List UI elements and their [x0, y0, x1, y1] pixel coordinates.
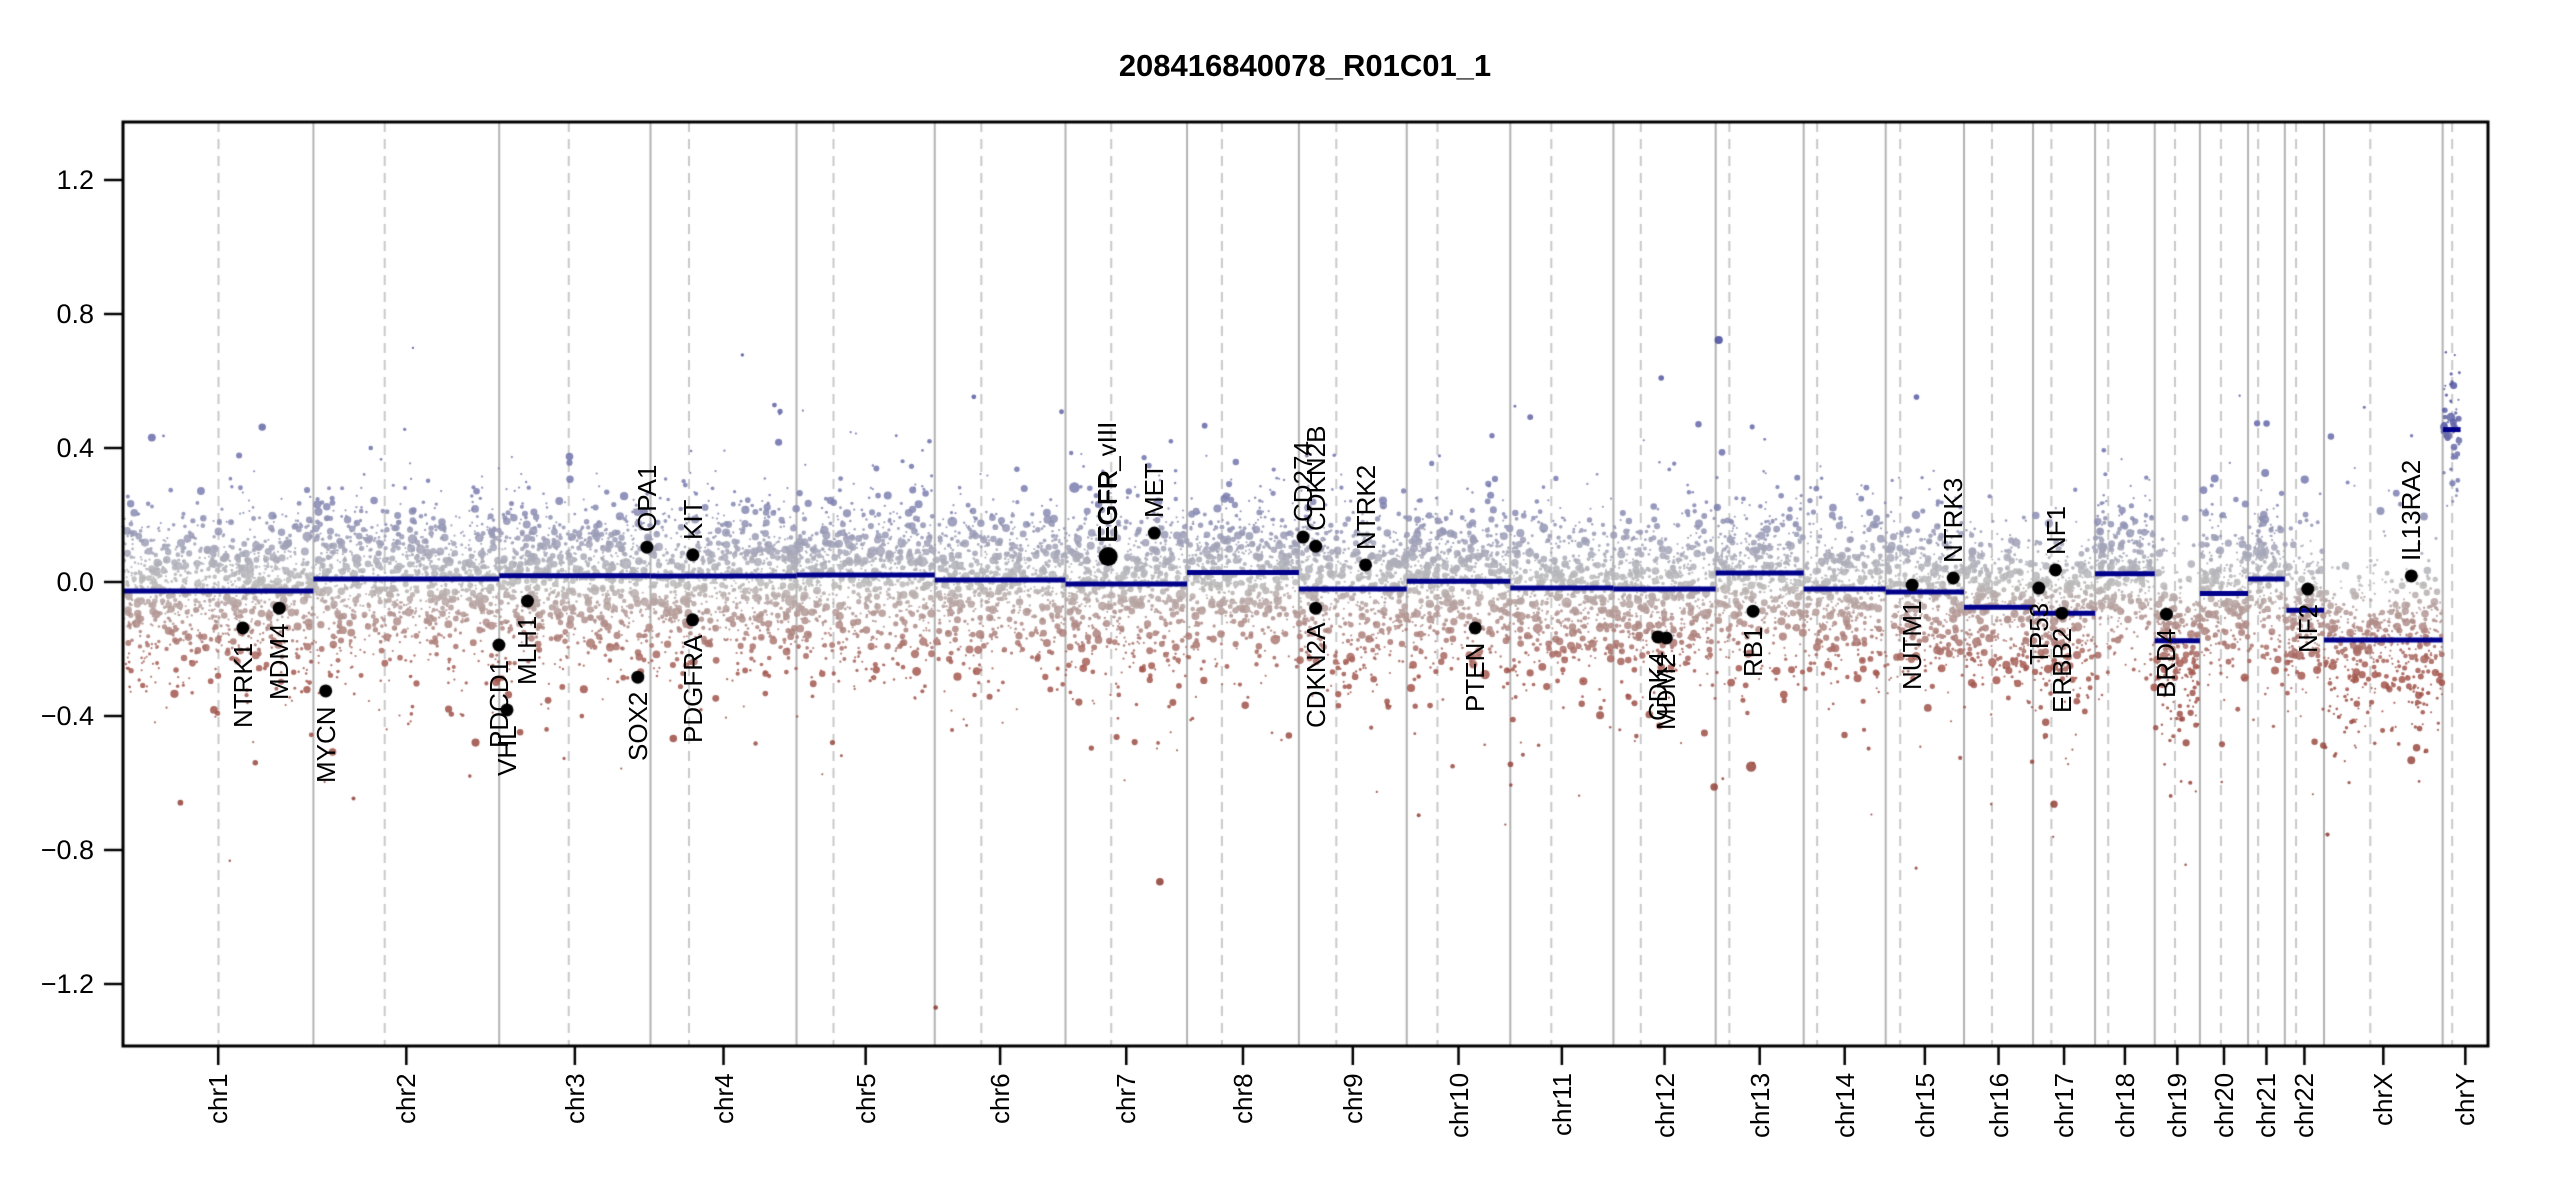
- x-axis-chromosome-label: chrY: [2450, 1072, 2481, 1126]
- x-axis-chromosome-label: chr15: [1909, 1072, 1940, 1138]
- gene-label: VHL: [492, 725, 522, 776]
- gene-label: EGFR: [1093, 469, 1124, 542]
- x-axis-chromosome-label: chr9: [1337, 1073, 1368, 1124]
- x-axis-chromosome-label: chr3: [559, 1073, 590, 1124]
- plot-title: 208416840078_R01C01_1: [1118, 48, 1492, 83]
- gene-label: CDKN2B: [1300, 425, 1331, 532]
- gene-label: NTRK3: [1938, 477, 1969, 563]
- gene-label: RB1: [1738, 626, 1769, 678]
- gene-label: MDM2: [1651, 653, 1682, 730]
- gene-label: NUTM1: [1897, 600, 1928, 690]
- x-axis-chromosome-label: chr2: [391, 1073, 422, 1124]
- gene-label: MLH1: [512, 615, 543, 686]
- gene-label: NF1: [2040, 505, 2071, 555]
- gene-label: IL13RA2: [2396, 459, 2427, 561]
- gene-label: MDM4: [264, 623, 295, 701]
- gene-label: KIT: [677, 499, 708, 540]
- x-axis-chromosome-label: chr5: [850, 1073, 881, 1124]
- y-axis-tick-label: 0.0: [56, 566, 94, 597]
- x-axis-chromosome-label: chr10: [1443, 1072, 1474, 1138]
- x-axis-chromosome-label: chr20: [2208, 1072, 2239, 1138]
- y-axis-tick-label: −0.8: [40, 834, 94, 865]
- gene-label: MET: [1139, 463, 1170, 519]
- gene-label: PTEN: [1460, 642, 1491, 712]
- gene-label: BRD4: [2151, 628, 2182, 699]
- gene-label: ERBB2: [2046, 627, 2077, 714]
- x-axis-chromosome-label: chr21: [2251, 1072, 2282, 1138]
- gene-label: PDGFRA: [677, 634, 708, 743]
- gene-label: MYCN: [310, 706, 341, 783]
- gene-label: NF2: [2292, 603, 2323, 654]
- x-axis-chromosome-label: chrX: [2368, 1072, 2399, 1126]
- x-axis-chromosome-label: chr6: [985, 1073, 1016, 1124]
- gene-label: SOX2: [622, 691, 653, 762]
- y-axis-tick-label: −1.2: [40, 968, 94, 999]
- gene-label: OPA1: [631, 464, 662, 533]
- x-axis-chromosome-label: chr19: [2162, 1072, 2193, 1138]
- x-axis-chromosome-label: chr14: [1829, 1072, 1860, 1138]
- y-axis-tick-label: 1.2: [56, 164, 94, 195]
- x-axis-chromosome-label: chr12: [1649, 1072, 1680, 1138]
- x-axis-chromosome-label: chr22: [2289, 1072, 2320, 1138]
- gene-label: CDKN2A: [1300, 622, 1331, 729]
- x-axis-chromosome-label: chr7: [1111, 1073, 1142, 1124]
- gene-label: NTRK1: [227, 642, 258, 728]
- gene-label: NTRK2: [1350, 464, 1381, 550]
- x-axis-chromosome-label: chr4: [708, 1073, 739, 1124]
- x-axis-chromosome-label: chr18: [2109, 1072, 2140, 1138]
- x-axis-chromosome-label: chr1: [203, 1073, 234, 1124]
- y-axis-tick-label: 0.4: [56, 432, 94, 463]
- x-axis-chromosome-label: chr13: [1744, 1072, 1775, 1138]
- x-axis-chromosome-label: chr11: [1546, 1072, 1577, 1136]
- x-axis-chromosome-label: chr8: [1227, 1073, 1258, 1124]
- x-axis-chromosome-label: chr16: [1983, 1072, 2014, 1138]
- y-axis-tick-label: 0.8: [56, 298, 94, 329]
- y-axis-tick-label: −0.4: [40, 700, 94, 731]
- x-axis-chromosome-label: chr17: [2049, 1072, 2080, 1138]
